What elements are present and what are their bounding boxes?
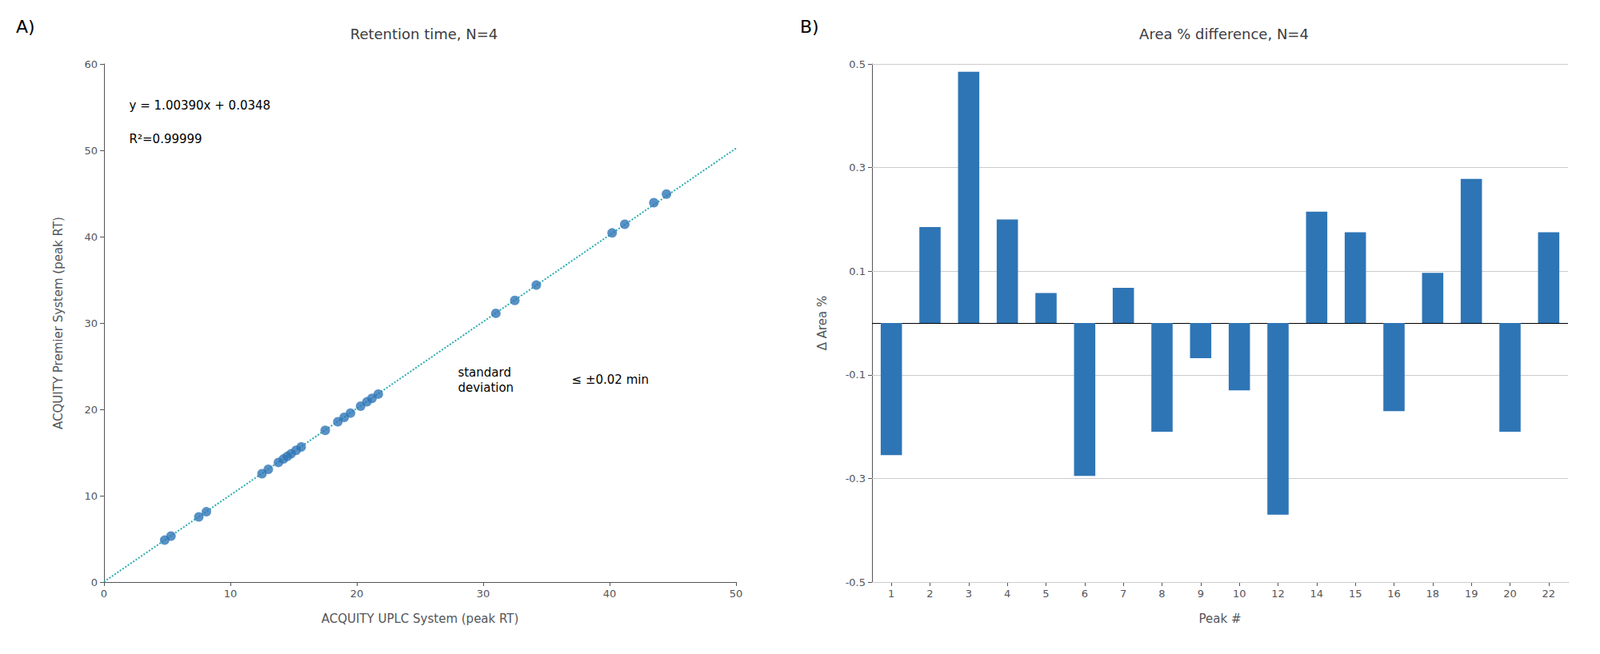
svg-text:0.3: 0.3 <box>848 161 866 174</box>
svg-text:19: 19 <box>1464 588 1479 600</box>
svg-text:20: 20 <box>350 588 364 600</box>
svg-text:14: 14 <box>1310 588 1324 600</box>
svg-text:1: 1 <box>888 588 895 600</box>
svg-text:22: 22 <box>1542 588 1556 600</box>
svg-text:10: 10 <box>224 588 238 600</box>
svg-text:40: 40 <box>84 231 98 244</box>
svg-text:B): B) <box>800 16 820 37</box>
svg-text:16: 16 <box>1387 588 1401 600</box>
svg-text:-0.5: -0.5 <box>845 576 866 589</box>
svg-text:3: 3 <box>965 588 972 600</box>
svg-text:10: 10 <box>1232 588 1247 600</box>
svg-text:20: 20 <box>84 404 98 416</box>
svg-text:Peak #: Peak # <box>1199 612 1242 627</box>
svg-text:R²=0.99999: R²=0.99999 <box>129 132 203 147</box>
svg-text:10: 10 <box>84 490 98 503</box>
svg-text:8: 8 <box>1158 588 1165 600</box>
svg-text:5: 5 <box>1042 588 1049 600</box>
svg-text:2: 2 <box>926 588 933 600</box>
svg-text:Retention time, N=4: Retention time, N=4 <box>350 25 499 43</box>
svg-text:≤ ±0.02 min: ≤ ±0.02 min <box>572 372 649 388</box>
svg-text:Δ Area %: Δ Area % <box>815 296 830 352</box>
svg-text:60: 60 <box>84 58 98 71</box>
svg-text:A): A) <box>16 16 36 37</box>
svg-text:-0.1: -0.1 <box>845 368 866 381</box>
svg-text:15: 15 <box>1348 588 1363 600</box>
svg-text:6: 6 <box>1081 588 1088 600</box>
svg-text:7: 7 <box>1120 588 1127 600</box>
svg-text:20: 20 <box>1503 588 1517 600</box>
svg-text:9: 9 <box>1197 588 1204 600</box>
svg-text:y = 1.00390x + 0.0348: y = 1.00390x + 0.0348 <box>129 98 271 113</box>
svg-text:50: 50 <box>729 588 744 600</box>
svg-text:ACQUITY UPLC System (peak RT): ACQUITY UPLC System (peak RT) <box>321 612 520 627</box>
svg-text:0: 0 <box>100 588 108 600</box>
svg-text:30: 30 <box>476 588 491 600</box>
svg-text:18: 18 <box>1426 588 1440 600</box>
svg-text:Area % difference, N=4: Area % difference, N=4 <box>1139 25 1309 43</box>
svg-text:30: 30 <box>84 317 98 330</box>
svg-text:0: 0 <box>91 576 98 589</box>
svg-text:0.1: 0.1 <box>848 265 866 278</box>
svg-text:12: 12 <box>1271 588 1285 600</box>
svg-text:4: 4 <box>1004 588 1011 600</box>
svg-text:ACQUITY Premier System (peak R: ACQUITY Premier System (peak RT) <box>51 216 66 430</box>
svg-text:0.5: 0.5 <box>848 58 866 71</box>
svg-text:50: 50 <box>84 144 98 157</box>
svg-text:40: 40 <box>603 588 617 600</box>
svg-text:standard: standard <box>457 365 512 380</box>
svg-text:-0.3: -0.3 <box>845 472 866 485</box>
svg-text:deviation: deviation <box>457 380 514 396</box>
